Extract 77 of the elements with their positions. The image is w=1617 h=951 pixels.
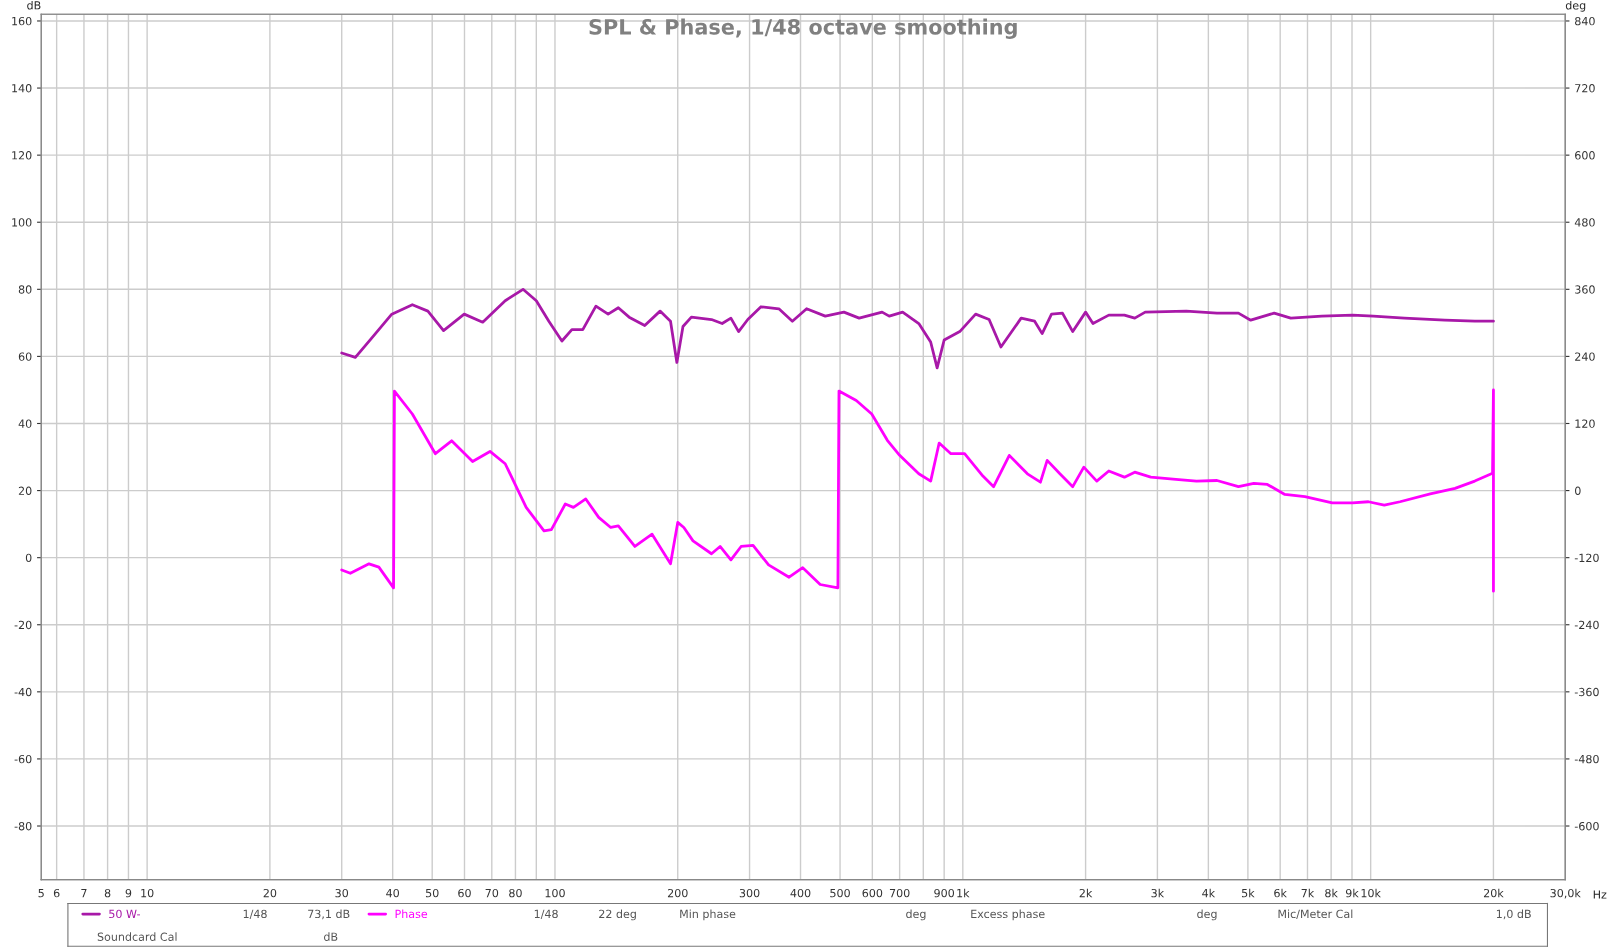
x-tick-label: 50 (425, 888, 439, 898)
text: Soundcard Cal (97, 932, 177, 941)
text: Min phase (680, 909, 736, 921)
y2-tick-label: 480 (1574, 218, 1595, 227)
x-tick-label: 7 (81, 889, 87, 898)
x-tick-label: 10k (1361, 888, 1381, 898)
y2-tick-label: -600 (1574, 821, 1599, 831)
x-tick-label: 400 (790, 888, 811, 898)
chart-title: SPL & Phase, 1/48 octave smoothing (589, 18, 1017, 39)
y2-tick-label: 0 (1575, 486, 1581, 495)
x-tick-label: 9 (125, 888, 132, 898)
y-tick-label: 160 (12, 16, 32, 26)
x-tick-label: 5k (1242, 888, 1255, 898)
y2-tick-label: -240 (1574, 620, 1599, 630)
text: 1/48 (243, 909, 267, 919)
x-tick-label: 4k (1202, 888, 1216, 898)
y-tick-label: 0 (25, 553, 32, 563)
y-tick-label: 40 (18, 419, 32, 428)
y-tick-label: -80 (14, 821, 32, 831)
x-tick-label: 30 (335, 888, 349, 898)
text: deg (906, 909, 926, 921)
text: Excess phase (971, 909, 1045, 921)
y2-tick-label: -120 (1574, 553, 1599, 563)
text: deg (1197, 909, 1217, 921)
y2-tick-label: 840 (1575, 16, 1595, 26)
x-tick-label: 6k (1274, 888, 1287, 898)
legend-label: 50 W- (109, 909, 140, 919)
x-tick-label: 20k (1483, 888, 1504, 898)
y2-tick-label: 240 (1575, 352, 1595, 361)
x-tick-label: 10 (141, 888, 154, 898)
x-tick-label: 5 (38, 889, 44, 898)
y-tick-label: -40 (14, 687, 32, 697)
x-tick-label: 40 (386, 888, 399, 898)
text: 1/48 (534, 909, 558, 919)
x-tick-label: 20 (263, 888, 277, 898)
x-tick-label: 30,0k (1550, 888, 1581, 899)
text: 22 deg (599, 909, 636, 921)
y2-tick-label: -360 (1574, 687, 1599, 697)
x-tick-label: 70 (485, 888, 499, 898)
y2-tick-label: -480 (1574, 754, 1599, 764)
y-tick-label: 100 (12, 218, 32, 227)
y-tick-label: 140 (12, 84, 32, 93)
x-tick-label: 500 (830, 888, 850, 898)
x-tick-label: 1k (957, 888, 970, 898)
y-tick-label: -60 (14, 754, 32, 764)
x-tick-label: 3k (1151, 888, 1165, 898)
x-tick-label: 60 (458, 888, 471, 898)
text: Mic/Meter Cal (1278, 909, 1353, 919)
y2-axis-title: deg (1565, 0, 1586, 12)
text: 73,1 dB (308, 909, 350, 920)
x-tick-label: 8 (104, 888, 111, 898)
text: dB (324, 932, 338, 941)
y-tick-label: -20 (14, 620, 32, 630)
y-axis-title: dB (27, 0, 41, 10)
text: 1,0 dB (1496, 909, 1531, 920)
x-tick-label: 9k (1345, 888, 1359, 898)
legend-label: Phase (395, 909, 428, 919)
x-tick-label: 900 (934, 888, 955, 898)
x-tick-label: 100 (545, 888, 565, 898)
x-tick-label: 6 (53, 888, 60, 898)
y2-tick-label: 720 (1575, 84, 1595, 93)
y2-tick-label: 600 (1575, 151, 1595, 160)
x-axis-title: Hz (1593, 890, 1607, 899)
x-tick-label: 8k (1325, 888, 1338, 898)
x-tick-label: 2k (1079, 888, 1093, 898)
y-tick-label: 20 (18, 486, 32, 495)
y-tick-label: 80 (18, 285, 32, 294)
x-tick-label: 700 (889, 888, 910, 898)
x-tick-label: 80 (509, 888, 522, 898)
x-tick-label: 300 (739, 888, 760, 898)
y2-tick-label: 360 (1575, 285, 1595, 294)
x-tick-label: 600 (862, 888, 883, 898)
y-tick-label: 60 (18, 352, 32, 361)
y2-tick-label: 120 (1575, 419, 1595, 428)
x-tick-label: 200 (667, 888, 688, 898)
y-tick-label: 120 (12, 151, 32, 160)
x-tick-label: 7k (1301, 888, 1315, 898)
